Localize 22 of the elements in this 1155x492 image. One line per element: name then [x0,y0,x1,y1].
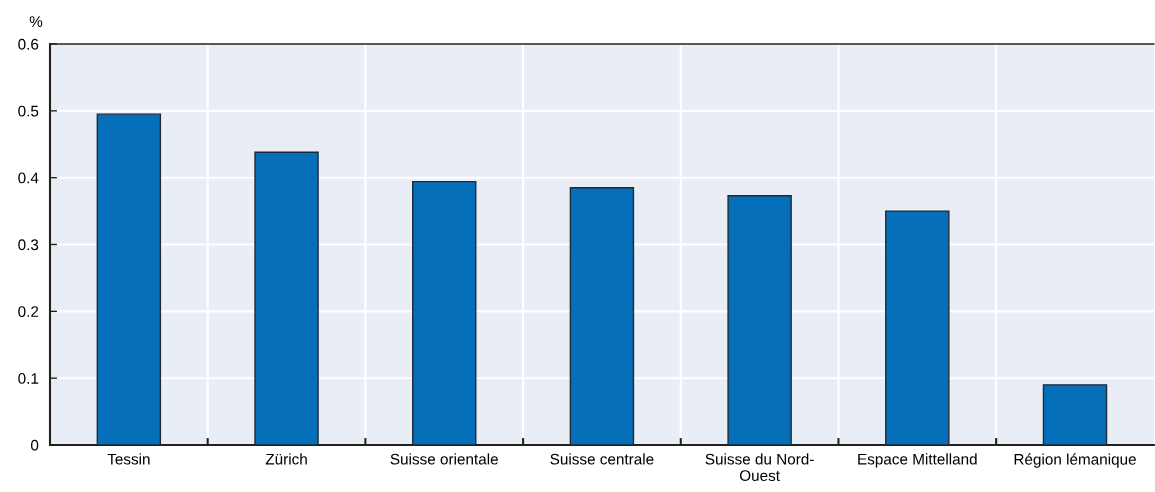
y-tick-label: 0.5 [18,105,39,117]
x-tick-label: Suisse centrale [550,453,654,465]
y-tick-label: 0.6 [18,38,39,50]
y-tick-label: 0.2 [18,306,39,318]
bar [885,210,950,445]
x-tick-label: Espace Mittelland [858,453,977,468]
x-tick-label: Tessin [107,453,150,465]
y-axis-title: % [29,16,43,27]
bar [254,151,319,445]
x-tick-label: Suisse du Nord- Ouest [705,453,814,482]
bar [569,186,635,445]
y-tick-label: 0 [30,439,39,451]
y-tick-label: 0.3 [18,239,39,251]
x-tick-label: Région lémanique [1014,453,1136,468]
y-tick-label: 0.4 [18,172,39,184]
bar [1042,384,1108,445]
y-tick-label: 0.1 [18,373,39,384]
bar [727,195,792,445]
bar [96,113,162,445]
bar [411,180,477,445]
x-tick-label: Zürich [265,453,307,465]
x-tick-label: Suisse orientale [390,453,498,465]
